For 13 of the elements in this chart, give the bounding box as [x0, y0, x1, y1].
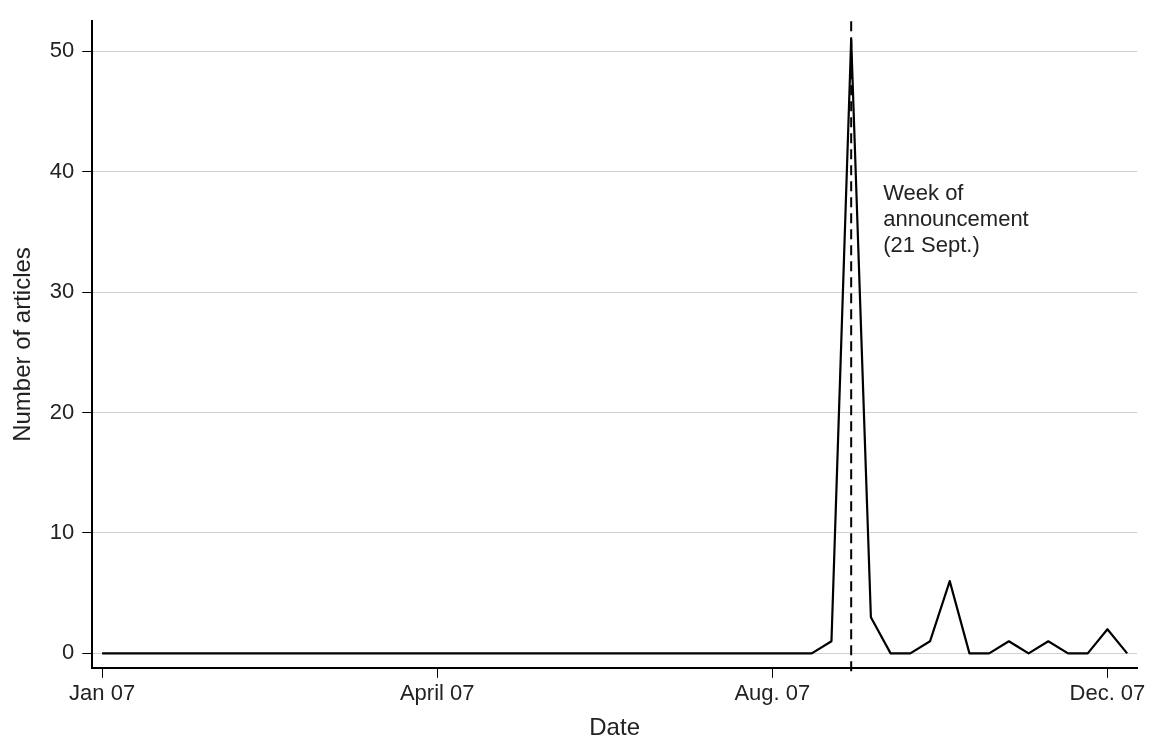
y-axis-title: Number of articles	[8, 247, 36, 442]
annotation: Week of announcement (21 Sept.)	[883, 180, 1029, 258]
y-tick-label: 10	[49, 519, 75, 544]
x-tick-label: Dec. 07	[1069, 680, 1146, 706]
y-tick-label: 30	[49, 278, 75, 304]
x-tick-label: Jan 07	[69, 680, 136, 706]
x-axis-title: Date	[589, 713, 640, 741]
x-tick-label: April 07	[399, 680, 475, 706]
y-tick-label: 40	[49, 157, 75, 183]
y-tick-label: 50	[49, 37, 75, 63]
y-tick-label: 0	[62, 639, 75, 665]
x-tick-label: Aug. 07	[734, 680, 811, 706]
y-tick-label: 20	[49, 398, 75, 424]
